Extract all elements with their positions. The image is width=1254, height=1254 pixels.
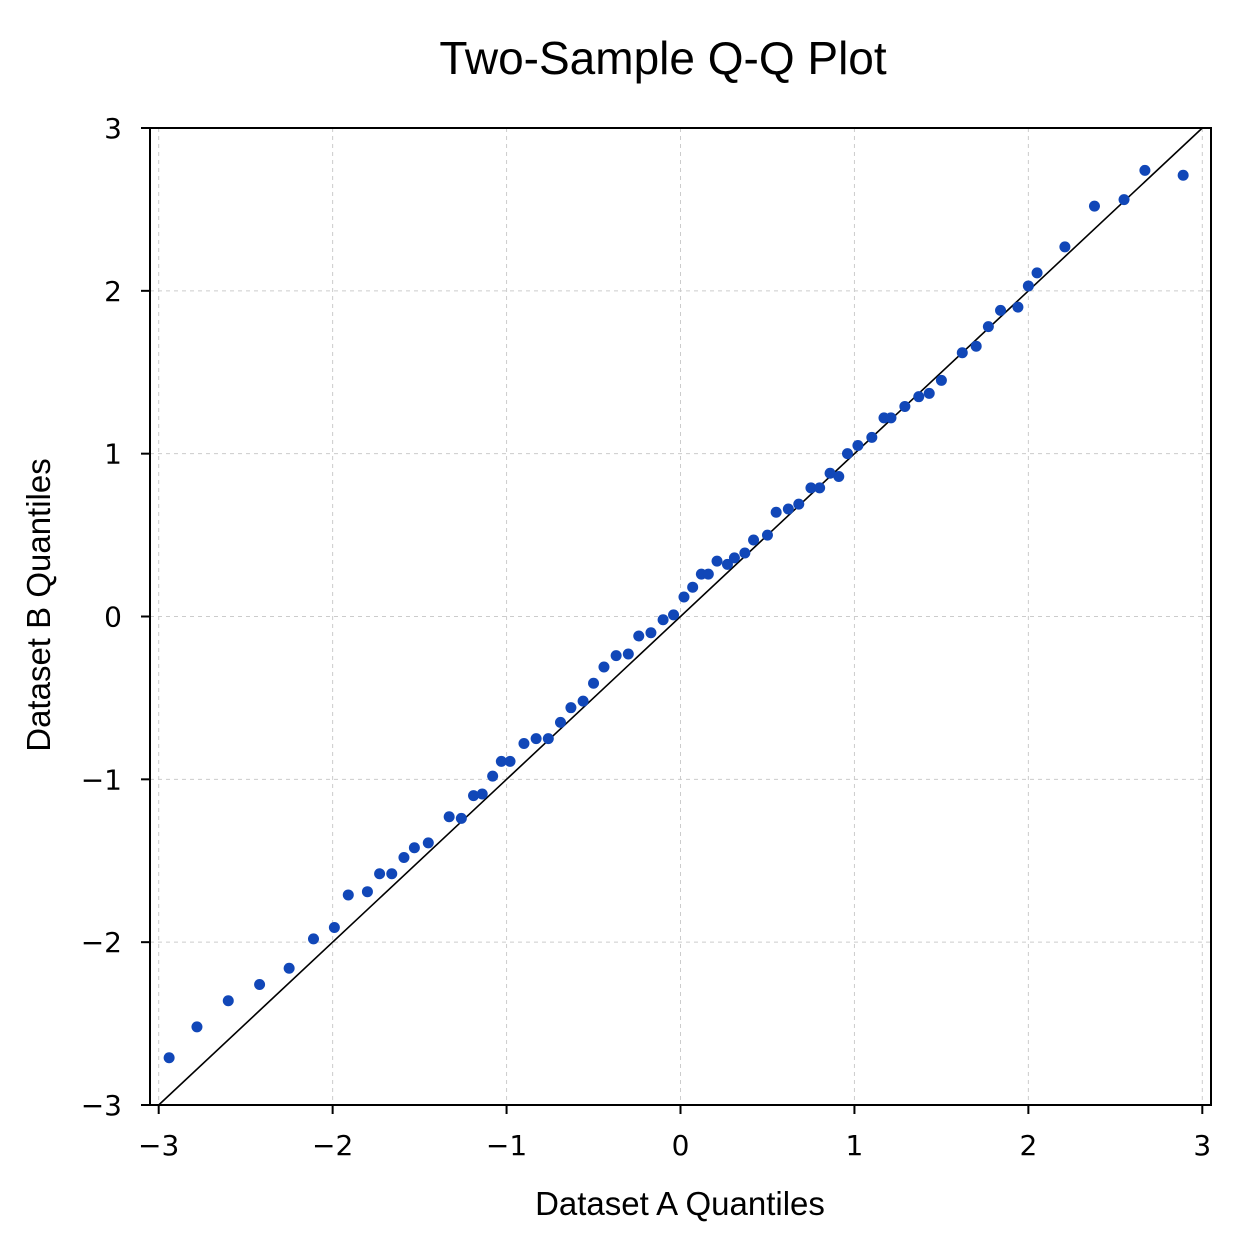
y-tick-label: 2 [104, 275, 122, 308]
x-tick-label: −3 [138, 1129, 179, 1162]
data-point [307, 933, 319, 945]
data-point [588, 677, 600, 689]
data-point [645, 627, 657, 639]
data-point [657, 614, 669, 626]
data-point [748, 534, 760, 546]
data-point [504, 755, 516, 767]
data-point [793, 498, 805, 510]
data-point [970, 340, 982, 352]
data-point [899, 400, 911, 412]
data-point [283, 962, 295, 974]
chart-title: Two-Sample Q-Q Plot [439, 32, 887, 84]
data-point [577, 695, 589, 707]
data-point [782, 503, 794, 515]
x-tick-label: 1 [846, 1129, 864, 1162]
data-point [610, 650, 622, 662]
data-point [487, 770, 499, 782]
data-point [254, 979, 266, 991]
data-point [468, 790, 480, 802]
data-point [935, 374, 947, 386]
y-tick-label: −2 [81, 926, 122, 959]
data-point [739, 547, 751, 559]
y-tick-label: 3 [104, 112, 122, 145]
data-point [598, 661, 610, 673]
data-point [1177, 169, 1189, 181]
data-point [633, 630, 645, 642]
y-tick-label: −3 [81, 1089, 122, 1122]
data-point [565, 702, 577, 714]
data-point [866, 431, 878, 443]
data-point [163, 1052, 175, 1064]
data-point [455, 812, 467, 824]
data-point [1118, 194, 1130, 206]
data-point [728, 552, 740, 564]
data-point [386, 868, 398, 880]
data-point [622, 648, 634, 660]
x-axis-ticks: −3 −2 −1 0 1 2 3 [138, 1105, 1211, 1162]
data-point [542, 733, 554, 745]
data-point [1022, 280, 1034, 292]
data-point [518, 738, 530, 750]
data-point [1139, 164, 1151, 176]
data-point [721, 558, 733, 570]
data-point [530, 733, 542, 745]
data-point [554, 716, 566, 728]
data-point [995, 304, 1007, 316]
data-point [761, 529, 773, 541]
data-point [191, 1021, 203, 1033]
data-point [422, 837, 434, 849]
data-point [805, 482, 817, 494]
y-tick-label: 0 [104, 601, 122, 634]
data-point [1012, 301, 1024, 313]
y-tick-label: −1 [81, 763, 122, 796]
data-point [956, 347, 968, 359]
y-tick-label: 1 [104, 438, 122, 471]
data-point [852, 440, 864, 452]
data-point [824, 467, 836, 479]
y-axis-ticks: −3 −2 −1 0 1 2 3 [81, 112, 150, 1122]
data-point [833, 470, 845, 482]
data-point [1031, 267, 1043, 279]
data-point [476, 788, 488, 800]
data-point [222, 995, 234, 1007]
data-point [923, 387, 935, 399]
data-point [342, 889, 354, 901]
data-point [841, 448, 853, 460]
x-axis-label: Dataset A Quantiles [535, 1185, 825, 1222]
x-tick-label: −1 [486, 1129, 527, 1162]
x-tick-label: 3 [1193, 1129, 1211, 1162]
y-axis-label: Dataset B Quantiles [20, 458, 57, 752]
data-point [361, 886, 373, 898]
data-point [814, 482, 826, 494]
x-tick-label: 2 [1019, 1129, 1037, 1162]
data-point [398, 851, 410, 863]
data-point [982, 321, 994, 333]
data-point [443, 811, 455, 823]
data-point [678, 591, 690, 603]
data-point [770, 506, 782, 518]
data-point [1059, 241, 1071, 253]
x-tick-label: 0 [672, 1129, 690, 1162]
data-point [408, 842, 420, 854]
data-point [374, 868, 386, 880]
data-point [687, 581, 699, 593]
data-point [885, 412, 897, 424]
data-point [913, 391, 925, 403]
data-point [668, 609, 680, 621]
data-point [702, 568, 714, 580]
data-point [711, 555, 723, 567]
x-tick-label: −2 [312, 1129, 353, 1162]
data-point [495, 755, 507, 767]
data-points [163, 164, 1189, 1064]
data-point [1088, 200, 1100, 212]
data-point [328, 922, 340, 934]
